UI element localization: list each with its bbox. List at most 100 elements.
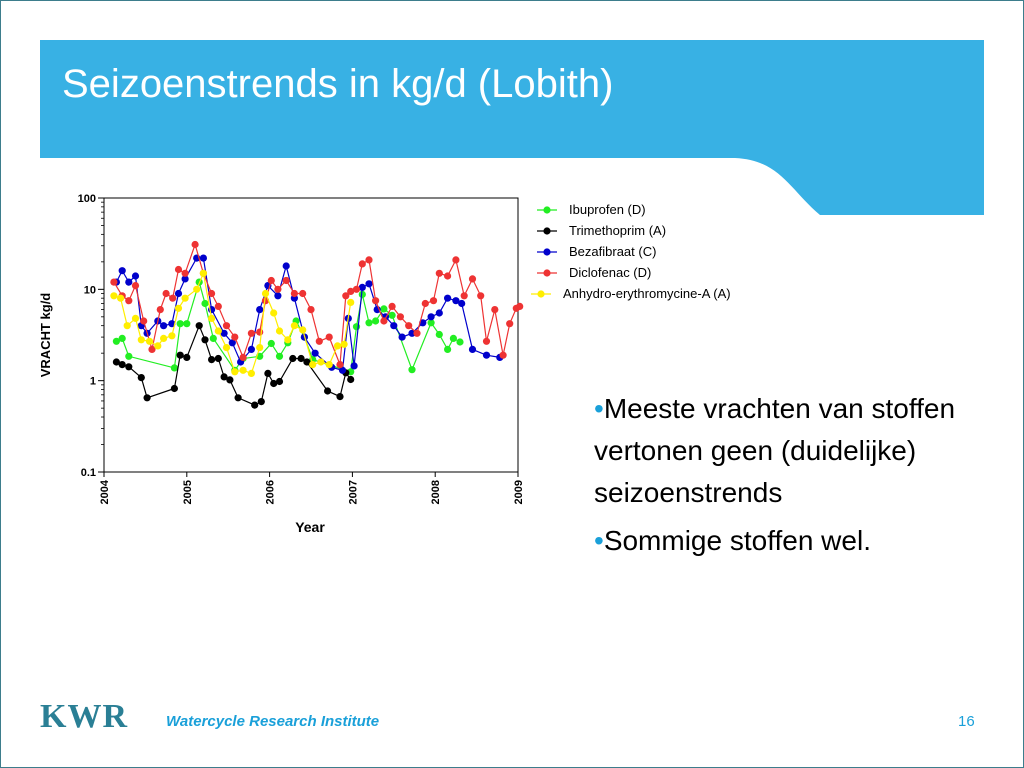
data-point — [468, 345, 477, 353]
x-tick-label: 2008 — [430, 480, 442, 504]
data-point — [239, 353, 247, 361]
data-point — [176, 351, 184, 359]
data-point — [112, 358, 120, 366]
data-point — [342, 292, 350, 300]
data-point — [388, 302, 396, 310]
legend-label: Ibuprofen (D) — [569, 202, 646, 217]
legend-label: Diclofenac (D) — [569, 265, 651, 280]
data-point — [365, 319, 373, 327]
legend-marker — [543, 248, 551, 256]
data-point — [154, 342, 162, 350]
bullet-text: Meeste vrachten van stoffen vertonen gee… — [594, 393, 956, 508]
data-point — [317, 358, 325, 366]
data-point — [181, 275, 189, 283]
data-point — [199, 269, 207, 277]
data-point — [143, 394, 151, 402]
data-point — [131, 282, 140, 290]
data-point — [398, 333, 406, 341]
data-point — [297, 354, 305, 363]
data-point — [275, 327, 284, 335]
data-point — [452, 256, 460, 264]
title-banner-shape — [40, 40, 984, 215]
data-point — [193, 285, 201, 293]
data-point — [444, 294, 452, 302]
data-point — [118, 267, 126, 275]
data-point — [264, 369, 272, 377]
data-point — [191, 240, 199, 249]
data-point — [289, 354, 297, 363]
chart-series — [110, 240, 524, 409]
data-point — [303, 358, 311, 366]
data-point — [408, 366, 416, 374]
data-point — [220, 373, 228, 381]
x-axis-label: Year — [295, 519, 325, 535]
data-point — [201, 336, 209, 344]
data-point — [350, 362, 358, 370]
data-point — [365, 280, 373, 288]
data-point — [372, 297, 380, 305]
data-point — [118, 361, 126, 369]
y-tick-label: 100 — [78, 193, 96, 205]
data-point — [267, 339, 275, 348]
bullet-marker: • — [594, 525, 604, 556]
data-point — [181, 269, 189, 277]
data-point — [388, 311, 396, 319]
data-point — [429, 297, 438, 305]
data-point — [110, 278, 118, 286]
data-point — [220, 329, 228, 337]
data-point — [405, 322, 413, 330]
data-point — [231, 368, 239, 376]
data-point — [162, 289, 170, 298]
bullet-text: Sommige stoffen wel. — [603, 525, 871, 556]
legend-marker — [543, 269, 551, 277]
data-point — [396, 313, 404, 321]
bullet-list: • Meeste vrachten van stoffen vertonen ge… — [594, 388, 1014, 568]
data-point — [145, 337, 154, 345]
data-point — [380, 305, 388, 313]
data-point — [170, 364, 178, 372]
data-point — [125, 297, 133, 305]
y-tick-label: 1 — [90, 376, 96, 388]
data-point — [117, 294, 125, 302]
data-point — [340, 340, 348, 348]
data-point — [315, 337, 323, 345]
data-point — [290, 289, 298, 298]
data-point — [336, 393, 344, 401]
data-point — [170, 384, 178, 393]
data-point — [477, 292, 485, 300]
data-point — [214, 354, 222, 363]
data-point — [282, 262, 290, 270]
data-point — [137, 336, 145, 344]
data-point — [413, 329, 421, 337]
series-trimethoprim-a — [112, 322, 355, 409]
chart-legend: Ibuprofen (D) Trimethoprim (A) Bezafibraat… — [531, 202, 731, 301]
data-point — [222, 322, 231, 330]
data-point — [201, 299, 209, 308]
bullet-item: •Sommige stoffen wel. — [594, 520, 1014, 562]
data-point — [435, 269, 443, 277]
data-point — [380, 317, 388, 325]
data-point — [347, 287, 355, 295]
data-point — [324, 387, 332, 395]
data-point — [333, 342, 342, 350]
data-point — [352, 285, 361, 293]
data-point — [234, 394, 242, 402]
data-point — [239, 366, 247, 374]
data-point — [181, 294, 189, 302]
data-point — [208, 289, 216, 298]
data-point — [125, 278, 133, 286]
data-point — [290, 322, 298, 330]
data-point — [449, 334, 457, 342]
page-number: 16 — [958, 713, 975, 730]
data-point — [435, 330, 443, 339]
data-point — [222, 344, 231, 352]
data-point — [468, 275, 477, 283]
data-point — [231, 333, 239, 341]
data-point — [408, 329, 416, 337]
data-point — [176, 320, 184, 328]
data-point — [458, 299, 466, 308]
data-point — [110, 292, 118, 300]
data-point — [208, 356, 216, 364]
x-tick-label: 2009 — [513, 480, 525, 504]
x-tick-label: 2005 — [182, 480, 194, 504]
